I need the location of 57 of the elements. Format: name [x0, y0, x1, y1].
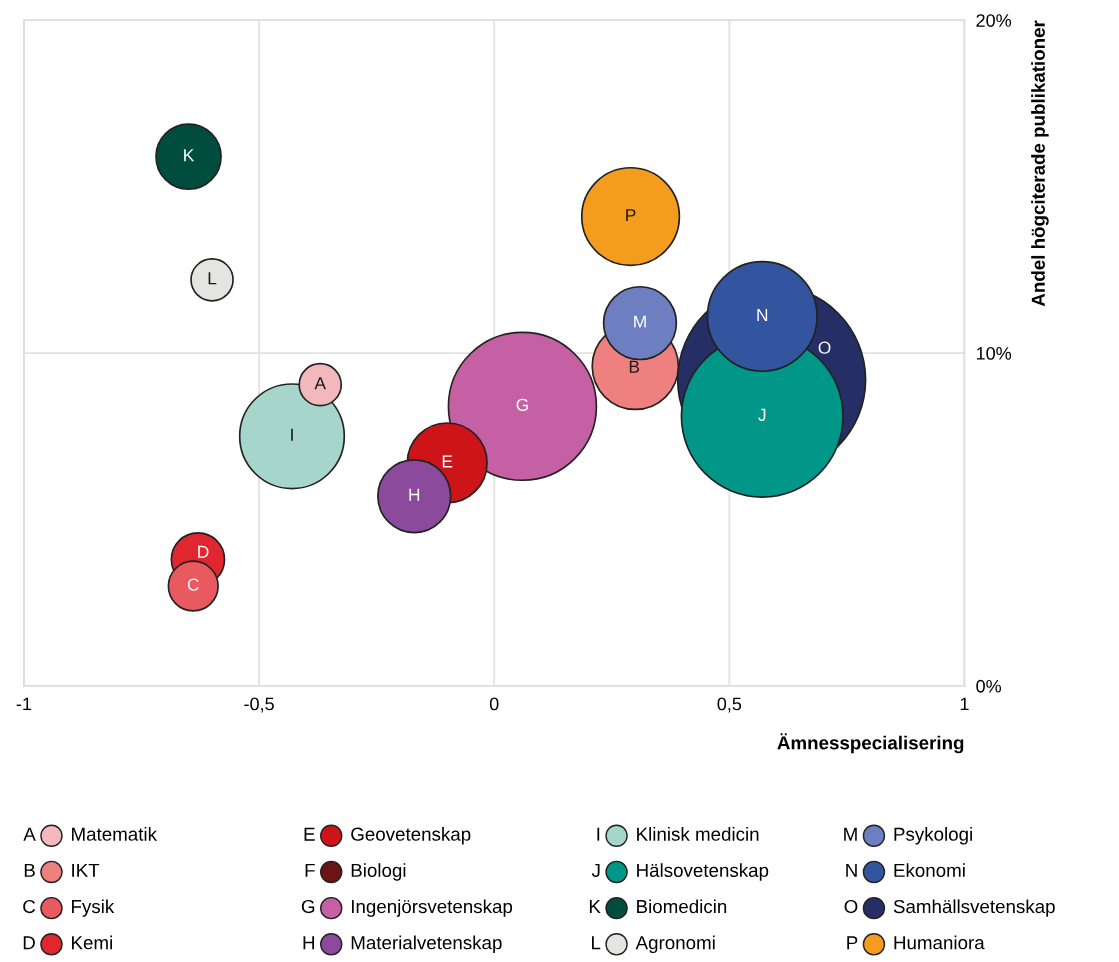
- annotation: B: [629, 360, 640, 373]
- x-tick-label: -1: [16, 697, 32, 711]
- annotation: G: [516, 398, 528, 411]
- legend-label: Kemi: [72, 935, 112, 950]
- y-axis-title: Andel högciterade publikationer: [1031, 20, 1049, 307]
- annotation: E: [442, 455, 453, 468]
- legend-label: Psykologi: [894, 827, 972, 845]
- annotation: O: [818, 341, 831, 354]
- annotation: C: [187, 578, 199, 591]
- legend-label: Hälsovetenskap: [637, 863, 769, 881]
- text: D: [23, 936, 35, 950]
- x-tick-label: 0,5: [717, 697, 742, 713]
- text: J: [591, 863, 600, 877]
- annotation: M: [634, 315, 646, 328]
- annotation: J: [758, 408, 766, 421]
- x-tick-label: 1: [960, 697, 969, 711]
- annotation: A: [314, 377, 326, 390]
- legend-label: Ekonomi: [894, 863, 965, 877]
- legend-label: Geovetenskap: [351, 827, 471, 845]
- text: O: [844, 899, 858, 914]
- x-axis-title: Ämnesspecialisering: [777, 733, 964, 754]
- text: A: [23, 827, 36, 841]
- y-tick-label: 10%: [976, 346, 1012, 360]
- text: H: [303, 936, 315, 950]
- text: I: [597, 827, 600, 841]
- text: E: [304, 827, 315, 841]
- annotation: D: [198, 545, 209, 558]
- annotation: H: [409, 488, 420, 501]
- annotation: N: [757, 308, 768, 321]
- text: M: [844, 827, 857, 841]
- annotation: P: [626, 209, 636, 222]
- y-tick-label: 0%: [976, 679, 1002, 693]
- text: B: [24, 863, 35, 877]
- text: C: [23, 899, 36, 914]
- legend-label: IKT: [72, 863, 100, 877]
- legend-label: Humaniora: [894, 935, 985, 950]
- text: N: [846, 863, 857, 877]
- text: L: [592, 936, 601, 950]
- legend-label: Biomedicin: [637, 899, 727, 914]
- y-tick-label: 20%: [976, 14, 1012, 27]
- legend-label: Ingenjörsvetenskap: [351, 899, 513, 917]
- legend-label: Fysik: [72, 899, 115, 917]
- x-tick-label: -0,5: [244, 697, 274, 713]
- legend-label: Biologi: [351, 863, 406, 881]
- text: G: [301, 899, 315, 914]
- legend-label: Samhällsvetenskap: [893, 899, 1055, 917]
- annotation: K: [184, 149, 195, 162]
- legend-label: Agronomi: [635, 935, 715, 954]
- text: P: [847, 936, 858, 950]
- legend-label: Matematik: [72, 827, 157, 841]
- annotation: I: [291, 428, 293, 441]
- annotation: L: [208, 272, 217, 285]
- legend-label: Materialvetenskap: [351, 935, 502, 954]
- text: F: [305, 863, 315, 877]
- x-tick-label: 0: [489, 697, 499, 711]
- legend-label: Klinisk medicin: [637, 827, 759, 841]
- text: K: [589, 900, 601, 913]
